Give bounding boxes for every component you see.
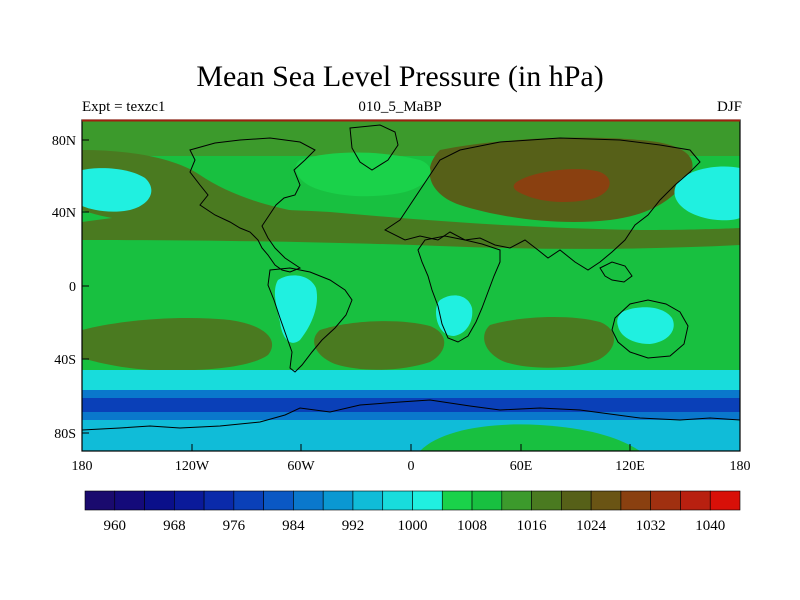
experiment-label: Expt = texzc1 xyxy=(82,99,166,115)
colorbar-label: 960 xyxy=(104,518,127,534)
coastline-greenland xyxy=(349,124,399,171)
y-tick-label: 80S xyxy=(54,427,76,442)
colorbar-label: 1008 xyxy=(457,518,487,534)
colorbar-box xyxy=(709,490,741,511)
southern-ocean-trough-core xyxy=(82,398,740,412)
colorbar-box xyxy=(441,490,473,511)
x-tick-label: 0 xyxy=(408,459,415,474)
colorbar-box xyxy=(293,490,324,511)
y-tick-label: 0 xyxy=(69,280,76,295)
colorbar-label: 984 xyxy=(282,518,305,534)
colorbar-box xyxy=(680,490,711,511)
southern-ocean-trough-edge xyxy=(82,370,740,392)
south-pacific-high xyxy=(82,318,273,371)
colorbar-label: 1024 xyxy=(576,518,607,534)
colorbar: 960 968 976 984 992 1000 1008 1016 1024 1032 1040 xyxy=(84,490,741,534)
colorbar-label: 976 xyxy=(223,518,246,534)
pressure-field xyxy=(82,120,740,451)
coastline-southeast-asia xyxy=(599,261,633,283)
colorbar-label: 1016 xyxy=(517,518,548,534)
colorbar-box xyxy=(114,490,145,511)
colorbar-box xyxy=(531,490,562,511)
coastline-antarctica xyxy=(82,399,740,431)
colorbar-boxes xyxy=(84,490,741,511)
x-tick-label: 60W xyxy=(287,459,315,474)
x-tick-label: 120E xyxy=(615,459,645,474)
run-label: 010_5_MaBP xyxy=(358,99,442,115)
colorbar-label: 1040 xyxy=(695,518,725,534)
colorbar-box xyxy=(144,490,175,511)
colorbar-box xyxy=(561,490,592,511)
colorbar-box xyxy=(322,490,354,511)
coastline-africa xyxy=(417,235,501,343)
australia-low xyxy=(617,307,674,344)
colorbar-label: 1000 xyxy=(398,518,428,534)
coastlines xyxy=(82,124,740,431)
icelandic-low xyxy=(295,152,431,197)
x-tick-label: 120W xyxy=(175,459,210,474)
x-tick-label: 180 xyxy=(72,459,93,474)
antarctic-high xyxy=(420,424,640,451)
south-atlantic-high xyxy=(314,321,445,370)
colorbar-labels: 960 968 976 984 992 1000 1008 1016 1024 1032 1040 xyxy=(104,518,726,534)
season-label: DJF xyxy=(716,99,742,115)
south-america-low xyxy=(274,275,318,343)
coastline-australia xyxy=(611,299,689,359)
colorbar-box xyxy=(233,490,264,511)
siberian-high-core xyxy=(513,169,610,202)
indian-ocean-high xyxy=(484,316,615,368)
colorbar-box xyxy=(412,490,443,511)
colorbar-box xyxy=(471,490,503,511)
colorbar-box xyxy=(203,490,235,511)
x-tick-label: 180 xyxy=(730,459,751,474)
y-axis: 80N 40N 0 40S 80S xyxy=(52,134,89,442)
aleutian-low-east xyxy=(674,166,740,221)
aleutian-low xyxy=(82,168,152,212)
chart-title: Mean Sea Level Pressure (in hPa) xyxy=(196,60,604,93)
colorbar-box xyxy=(650,490,681,511)
colorbar-box xyxy=(620,490,651,511)
colorbar-box xyxy=(501,490,532,511)
colorbar-label: 992 xyxy=(342,518,365,534)
colorbar-box xyxy=(263,490,294,511)
coastline-north-america xyxy=(189,137,316,273)
x-axis: 180 120W 60W 0 60E 120E 180 xyxy=(72,444,751,474)
y-tick-label: 40N xyxy=(52,206,76,221)
y-tick-label: 80N xyxy=(52,134,76,149)
colorbar-box xyxy=(590,490,622,511)
x-tick-label: 60E xyxy=(510,459,533,474)
coastline-south-america xyxy=(267,267,353,373)
colorbar-box xyxy=(352,490,384,511)
colorbar-label: 968 xyxy=(163,518,186,534)
colorbar-box xyxy=(174,490,205,511)
colorbar-box xyxy=(84,490,116,511)
colorbar-label: 1032 xyxy=(636,518,666,534)
coastline-eurasia xyxy=(384,137,701,271)
field-regions xyxy=(82,120,740,451)
africa-low xyxy=(436,295,473,336)
y-tick-label: 40S xyxy=(54,353,76,368)
colorbar-box xyxy=(382,490,413,511)
